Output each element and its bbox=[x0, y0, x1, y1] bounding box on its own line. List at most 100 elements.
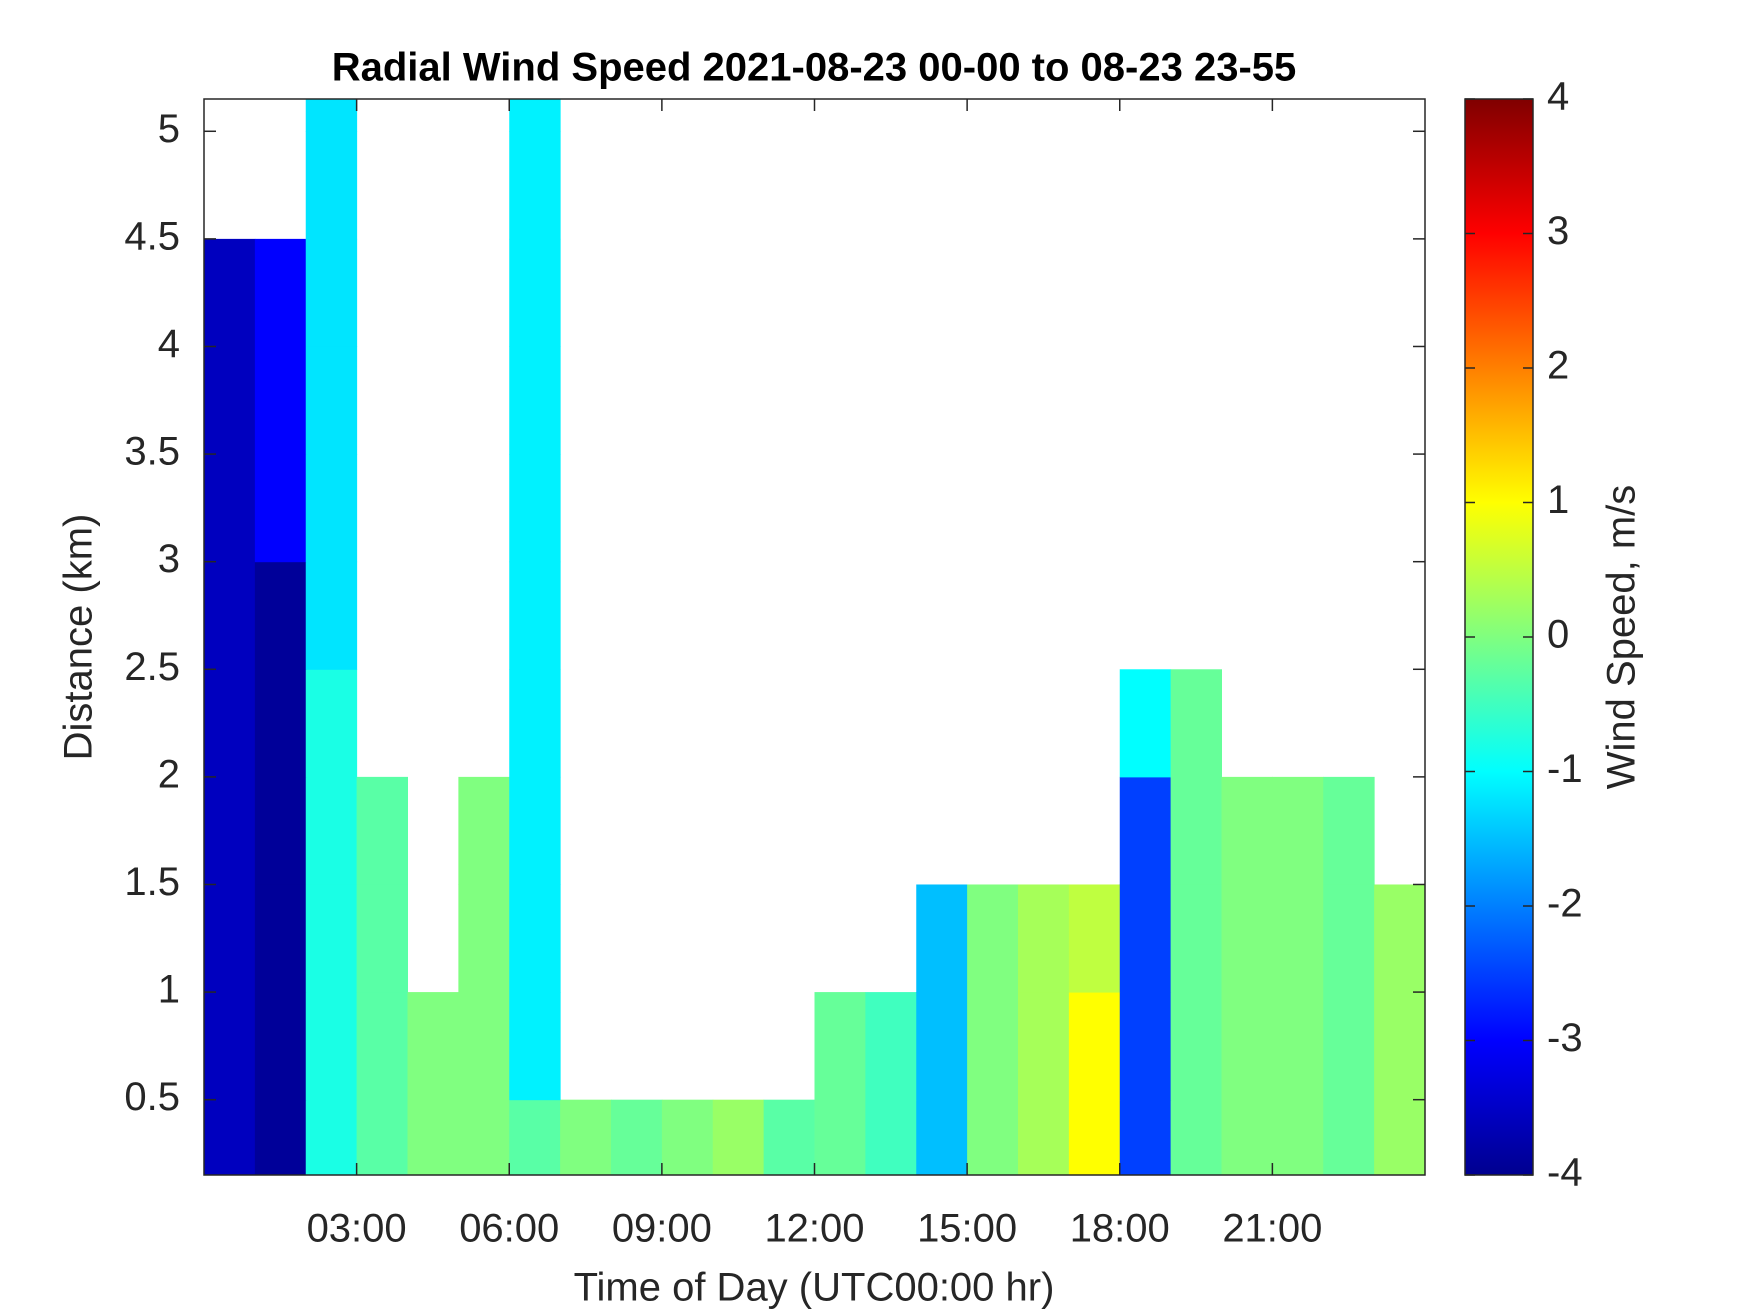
colorbar-tick-label: 2 bbox=[1547, 344, 1569, 388]
heatmap-cell bbox=[1018, 1099, 1070, 1176]
heatmap-cell bbox=[356, 776, 408, 885]
heatmap-cell bbox=[509, 238, 561, 347]
colorbar bbox=[1464, 98, 1534, 1176]
heatmap-cell bbox=[204, 238, 256, 347]
x-tick-label: 21:00 bbox=[1222, 1207, 1322, 1251]
heatmap-cell bbox=[1119, 776, 1172, 885]
heatmap-cell bbox=[509, 992, 561, 1101]
heatmap-cell bbox=[204, 561, 256, 670]
heatmap-cell bbox=[916, 1099, 968, 1176]
heatmap-cell bbox=[254, 776, 307, 885]
heatmap-cell bbox=[1170, 884, 1222, 993]
x-tick-label: 09:00 bbox=[612, 1207, 712, 1251]
heatmap-cell bbox=[305, 1099, 358, 1176]
colorbar-tick-label: -1 bbox=[1547, 747, 1583, 791]
heatmap-cell bbox=[509, 669, 561, 778]
heatmap-cell bbox=[1119, 992, 1172, 1101]
heatmap-cell bbox=[305, 99, 358, 132]
heatmap-cell bbox=[254, 669, 307, 778]
heatmap-cell bbox=[1119, 669, 1172, 778]
heatmap-cell bbox=[1323, 776, 1375, 885]
heatmap-cell bbox=[1323, 992, 1375, 1101]
heatmap-cell bbox=[560, 1099, 612, 1176]
heatmap-cell bbox=[458, 992, 510, 1101]
heatmap-cell bbox=[458, 1099, 510, 1176]
heatmap-cell bbox=[916, 992, 968, 1101]
heatmap-cell bbox=[611, 1099, 663, 1176]
heatmap-cell bbox=[254, 884, 307, 993]
heatmap-cell bbox=[967, 1099, 1019, 1176]
heatmap-cell bbox=[1272, 884, 1324, 993]
heatmap-cell bbox=[509, 1099, 561, 1176]
heatmap-cell bbox=[204, 992, 256, 1101]
heatmap-cell bbox=[1018, 884, 1070, 993]
colorbar-tick-label: -4 bbox=[1547, 1151, 1583, 1195]
heatmap-cell bbox=[254, 561, 307, 670]
x-tick-label: 15:00 bbox=[917, 1207, 1017, 1251]
heatmap-cell bbox=[967, 992, 1019, 1101]
heatmap-cell bbox=[356, 1099, 408, 1176]
heatmap-cell bbox=[967, 884, 1019, 993]
heatmap-cell bbox=[509, 454, 561, 563]
heatmap-cell bbox=[509, 346, 561, 455]
heatmap-cell bbox=[1119, 1099, 1172, 1176]
x-tick-label: 12:00 bbox=[764, 1207, 864, 1251]
heatmap-cell bbox=[1272, 776, 1324, 885]
colorbar-tick-label: 1 bbox=[1547, 478, 1569, 522]
heatmap-cell bbox=[254, 1099, 307, 1176]
x-tick-label: 06:00 bbox=[459, 1207, 559, 1251]
heatmap-cell bbox=[712, 1099, 765, 1176]
heatmap-cell bbox=[1323, 884, 1375, 993]
heatmap-cell bbox=[204, 884, 256, 993]
heatmap-cell bbox=[509, 131, 561, 240]
heatmap-cell bbox=[204, 454, 256, 563]
heatmap-cell bbox=[305, 561, 358, 670]
heatmap-cell bbox=[305, 454, 358, 563]
heatmap-cell bbox=[865, 1099, 917, 1176]
heatmap-cell bbox=[1272, 992, 1324, 1101]
heatmap-cell bbox=[1374, 992, 1426, 1101]
heatmap-cell bbox=[458, 776, 510, 885]
heatmap-cell bbox=[1374, 1099, 1426, 1176]
y-tick-label: 0.5 bbox=[124, 1075, 180, 1119]
heatmap-cell bbox=[305, 992, 358, 1101]
colorbar-tick-label: 0 bbox=[1547, 613, 1569, 657]
y-tick-label: 3 bbox=[158, 537, 180, 581]
y-tick-label: 1.5 bbox=[124, 860, 180, 904]
heatmap-cell bbox=[305, 131, 358, 240]
heatmap-cell bbox=[509, 561, 561, 670]
heatmap-cell bbox=[1068, 884, 1121, 993]
colorbar-tick-label: -2 bbox=[1547, 882, 1583, 926]
heatmap-cell bbox=[1272, 1099, 1324, 1176]
heatmap-cell bbox=[204, 669, 256, 778]
y-tick-label: 4.5 bbox=[124, 214, 180, 258]
heatmap-cell bbox=[1068, 992, 1121, 1101]
heatmap-cell bbox=[1221, 1099, 1273, 1176]
x-axis-label: Time of Day (UTC00:00 hr) bbox=[574, 1266, 1055, 1310]
y-tick-label: 2 bbox=[158, 752, 180, 796]
heatmap-cell bbox=[1119, 884, 1172, 993]
heatmap-cell bbox=[1221, 884, 1273, 993]
heatmap-cell bbox=[916, 884, 968, 993]
heatmap-cell bbox=[661, 1099, 714, 1176]
heatmap-cell bbox=[509, 884, 561, 993]
heatmap-cell bbox=[865, 992, 917, 1101]
x-tick-label: 03:00 bbox=[307, 1207, 407, 1251]
heatmap-cell bbox=[204, 776, 256, 885]
heatmap-cell bbox=[305, 669, 358, 778]
heatmap-cell bbox=[814, 992, 866, 1101]
heatmap-cell bbox=[254, 238, 307, 347]
heatmap-cell bbox=[1374, 884, 1426, 993]
heatmap-cell bbox=[356, 884, 408, 993]
heatmap-cell bbox=[509, 99, 561, 132]
heatmap-cell bbox=[204, 346, 256, 455]
heatmap-cell bbox=[1018, 992, 1070, 1101]
heatmap-cell bbox=[407, 1099, 459, 1176]
heatmap-cell bbox=[458, 884, 510, 993]
heatmap-cell bbox=[356, 992, 408, 1101]
y-tick-label: 1 bbox=[158, 968, 180, 1012]
heatmap-cell bbox=[254, 454, 307, 563]
heatmap-cell bbox=[305, 238, 358, 347]
heatmap-cell bbox=[1170, 669, 1222, 778]
